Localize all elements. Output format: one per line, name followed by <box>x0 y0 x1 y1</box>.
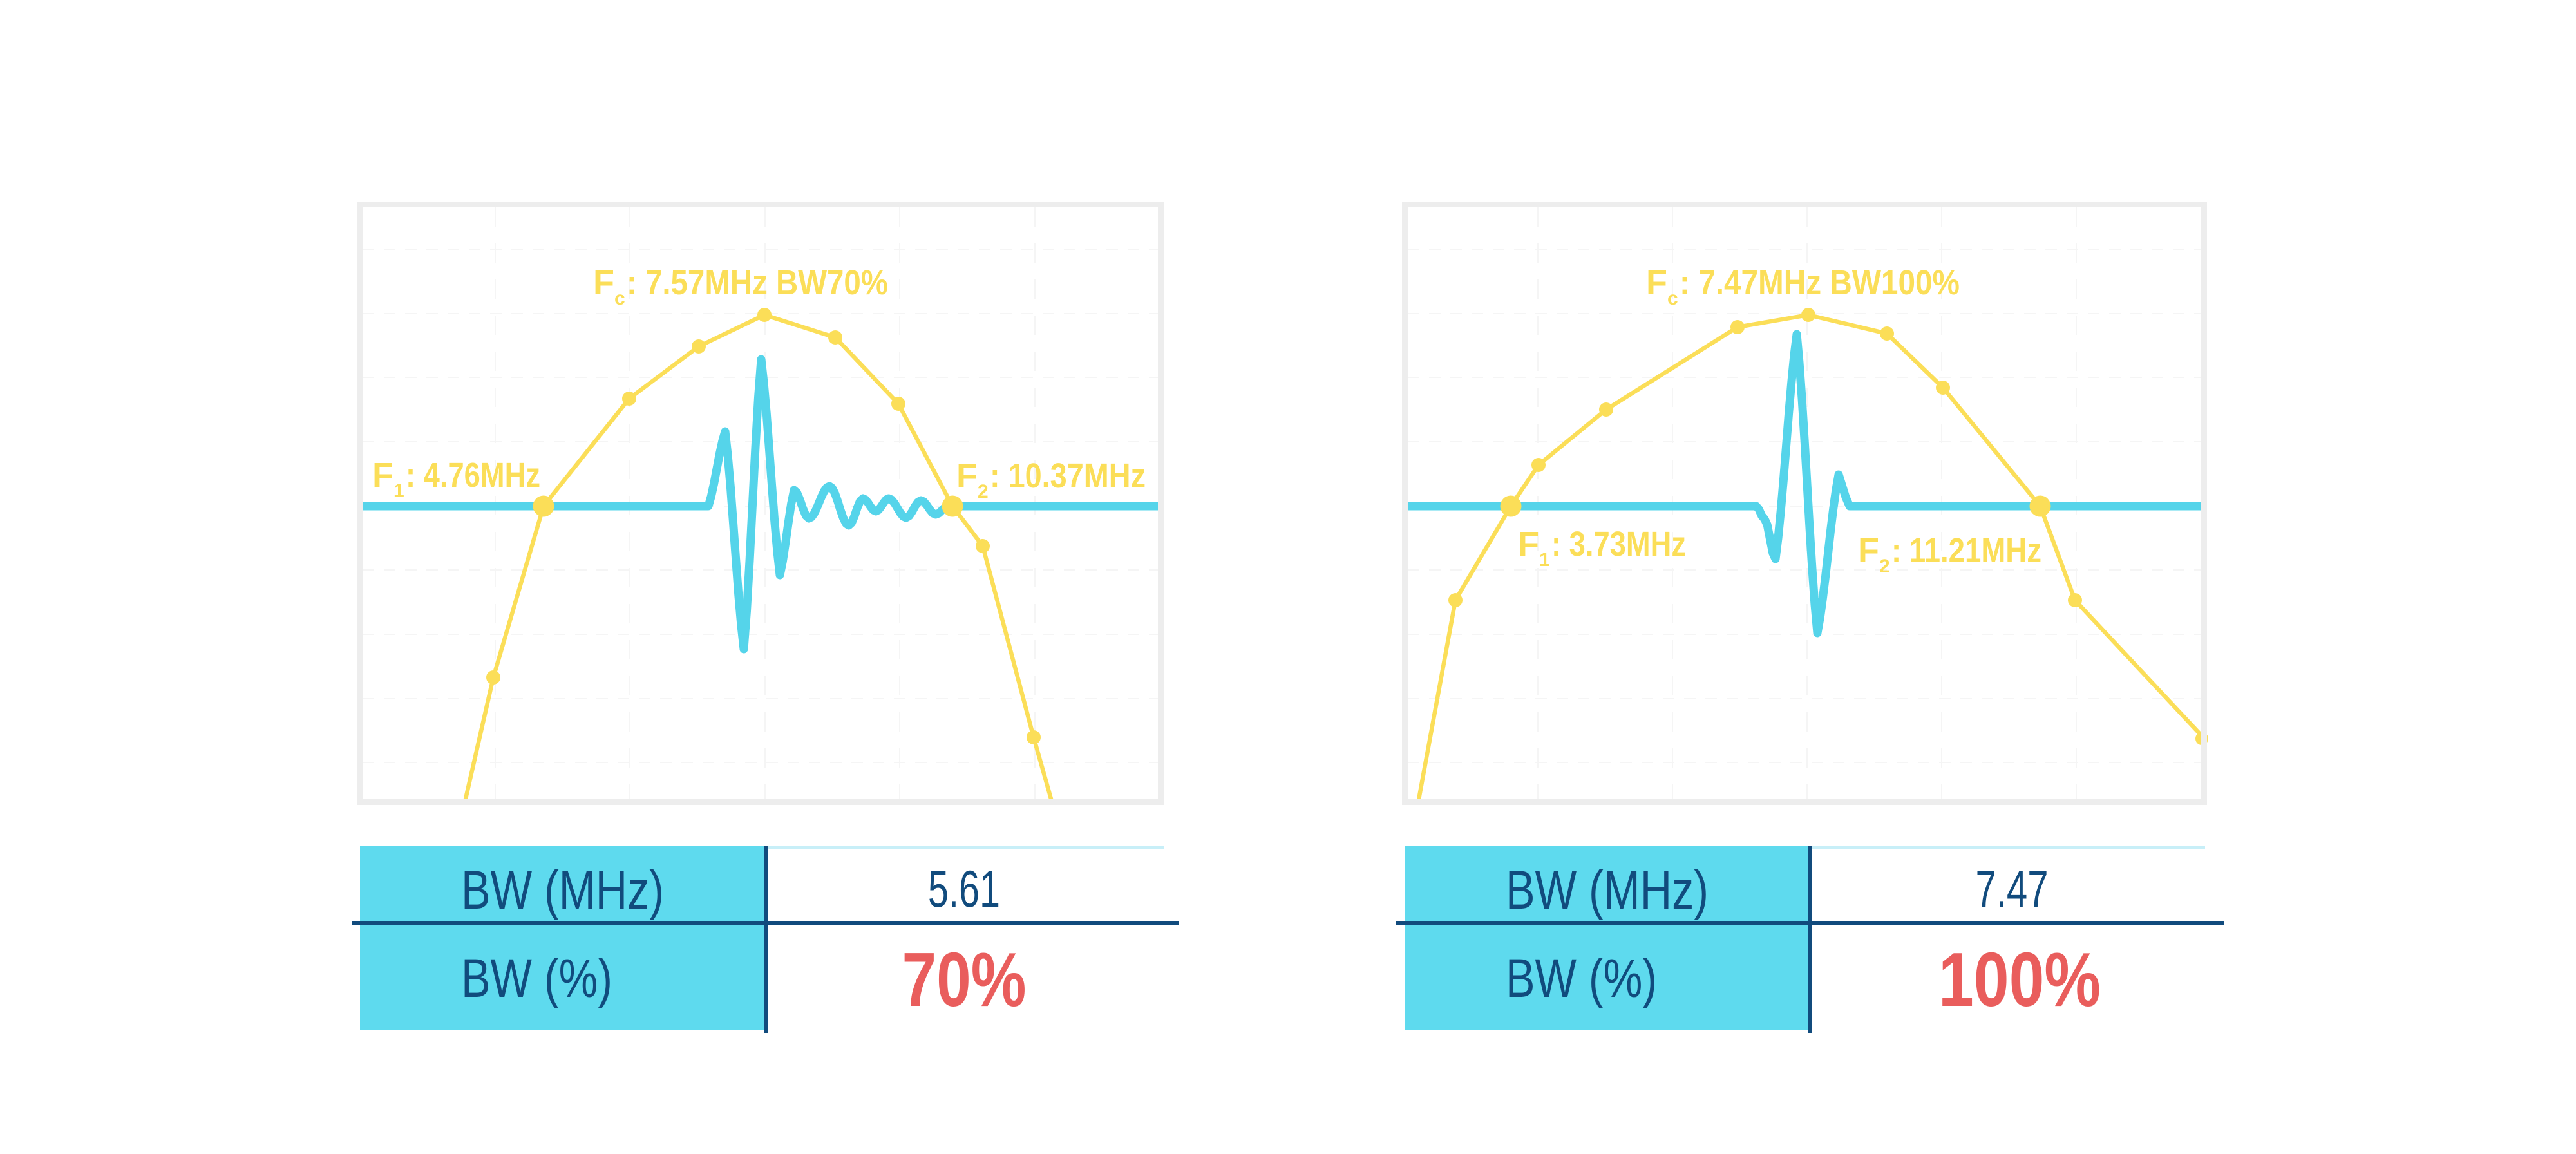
svg-text:: 3.73MHz: : 3.73MHz <box>1551 525 1686 563</box>
svg-text:: 7.57MHz BW70%: : 7.57MHz BW70% <box>627 263 888 302</box>
svg-text:F: F <box>593 263 614 302</box>
svg-text:70%: 70% <box>902 937 1027 1023</box>
svg-text:7.47: 7.47 <box>1976 860 2049 918</box>
svg-text:c: c <box>1667 288 1678 309</box>
svg-text:BW (MHz): BW (MHz) <box>1506 860 1709 920</box>
svg-text:F: F <box>1646 263 1667 302</box>
svg-text:F: F <box>1858 531 1879 570</box>
svg-text:: 10.37MHz: : 10.37MHz <box>990 457 1146 495</box>
svg-text:1: 1 <box>1539 549 1550 571</box>
svg-text:2: 2 <box>978 481 989 502</box>
svg-text:: 11.21MHz: : 11.21MHz <box>1891 531 2041 570</box>
svg-text:BW (%): BW (%) <box>461 948 612 1008</box>
svg-text:: 7.47MHz BW100%: : 7.47MHz BW100% <box>1680 263 1960 302</box>
svg-text:F: F <box>956 457 978 495</box>
svg-text:: 4.76MHz: : 4.76MHz <box>406 456 540 495</box>
svg-text:BW (%): BW (%) <box>1506 948 1657 1008</box>
svg-text:1: 1 <box>393 480 404 502</box>
svg-text:BW (MHz): BW (MHz) <box>461 860 664 920</box>
svg-text:F: F <box>372 456 393 495</box>
svg-text:5.61: 5.61 <box>928 860 1000 918</box>
svg-text:2: 2 <box>1879 556 1890 577</box>
svg-text:c: c <box>614 288 625 309</box>
svg-text:100%: 100% <box>1938 937 2101 1023</box>
svg-text:F: F <box>1518 525 1539 563</box>
